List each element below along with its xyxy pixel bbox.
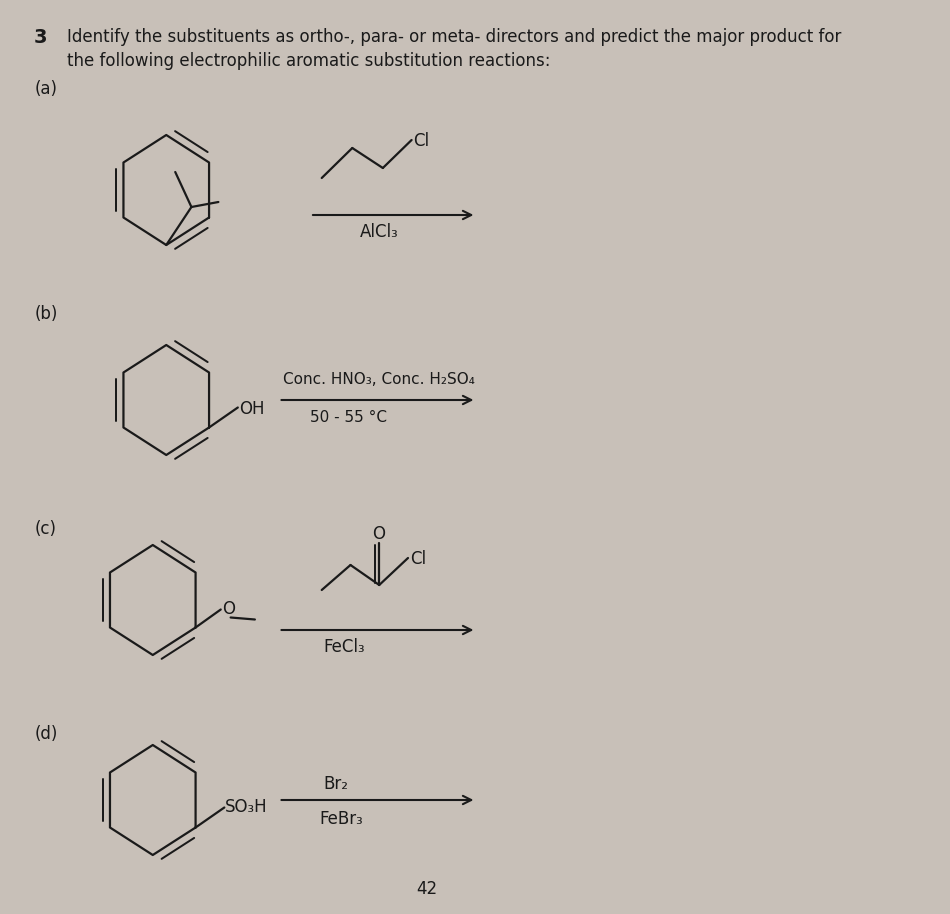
Text: SO₃H: SO₃H <box>225 798 268 815</box>
Text: FeCl₃: FeCl₃ <box>324 638 365 656</box>
Text: Conc. HNO₃, Conc. H₂SO₄: Conc. HNO₃, Conc. H₂SO₄ <box>283 372 475 387</box>
Text: the following electrophilic aromatic substitution reactions:: the following electrophilic aromatic sub… <box>67 52 551 70</box>
Text: 50 - 55 °C: 50 - 55 °C <box>310 410 387 425</box>
Text: Cl: Cl <box>409 550 426 568</box>
Text: 42: 42 <box>416 880 437 898</box>
Text: (c): (c) <box>34 520 56 538</box>
Text: O: O <box>372 525 385 543</box>
Text: Cl: Cl <box>413 132 429 150</box>
Text: O: O <box>221 600 235 618</box>
Text: FeBr₃: FeBr₃ <box>319 810 363 828</box>
Text: Br₂: Br₂ <box>324 775 349 793</box>
Text: (d): (d) <box>34 725 58 743</box>
Text: 3: 3 <box>34 28 48 47</box>
Text: Identify the substituents as ortho-, para- or meta- directors and predict the ma: Identify the substituents as ortho-, par… <box>67 28 842 46</box>
Text: (a): (a) <box>34 80 57 98</box>
Text: OH: OH <box>239 399 265 418</box>
Text: (b): (b) <box>34 305 58 323</box>
Text: AlCl₃: AlCl₃ <box>359 223 398 241</box>
